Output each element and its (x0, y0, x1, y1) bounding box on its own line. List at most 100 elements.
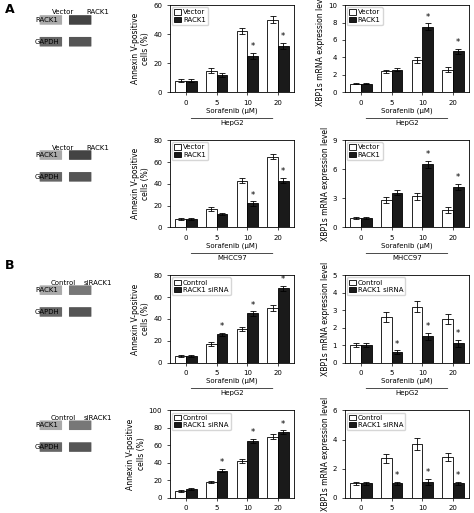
Text: MHCC97: MHCC97 (217, 255, 247, 261)
X-axis label: Sorafenib (μM): Sorafenib (μM) (206, 107, 258, 114)
Text: RACK1: RACK1 (35, 287, 58, 293)
Text: *: * (456, 38, 460, 47)
Bar (247, 56, 258, 92)
Bar (206, 70, 217, 92)
Bar (278, 46, 289, 92)
Y-axis label: Annexin V-positive
cells (%): Annexin V-positive cells (%) (131, 13, 150, 84)
Text: *: * (426, 322, 430, 331)
Bar (422, 27, 433, 92)
Bar (217, 470, 228, 498)
Text: B: B (5, 259, 14, 272)
Text: *: * (281, 275, 285, 284)
Text: siRACK1: siRACK1 (83, 280, 112, 286)
Text: *: * (281, 32, 285, 41)
FancyBboxPatch shape (40, 172, 62, 182)
X-axis label: Sorafenib (μM): Sorafenib (μM) (381, 243, 433, 249)
Bar (267, 437, 278, 498)
Bar (350, 345, 361, 363)
Bar (267, 308, 278, 363)
Bar (237, 329, 247, 363)
FancyBboxPatch shape (40, 37, 62, 47)
Bar (442, 70, 453, 92)
Bar (247, 204, 258, 227)
Bar (186, 489, 197, 498)
Text: GAPDH: GAPDH (35, 444, 60, 450)
FancyBboxPatch shape (40, 442, 62, 452)
X-axis label: Sorafenib (μM): Sorafenib (μM) (381, 378, 433, 384)
Text: *: * (395, 340, 399, 348)
Text: *: * (251, 301, 255, 309)
FancyBboxPatch shape (69, 172, 91, 182)
Text: *: * (456, 329, 460, 338)
Bar (381, 200, 392, 227)
Bar (217, 214, 228, 227)
Bar (247, 313, 258, 363)
Text: GAPDH: GAPDH (35, 39, 60, 45)
Bar (217, 75, 228, 92)
FancyBboxPatch shape (69, 421, 91, 430)
Text: *: * (426, 150, 430, 159)
FancyBboxPatch shape (40, 285, 62, 295)
Bar (267, 156, 278, 227)
Legend: Control, RACK1 siRNA: Control, RACK1 siRNA (347, 412, 405, 430)
Bar (237, 181, 247, 227)
Text: GAPDH: GAPDH (35, 309, 60, 315)
Bar (186, 219, 197, 227)
Bar (247, 441, 258, 498)
Text: siRACK1: siRACK1 (83, 415, 112, 421)
Bar (453, 343, 464, 363)
Bar (361, 345, 372, 363)
Text: Control: Control (51, 280, 76, 286)
Legend: Vector, RACK1: Vector, RACK1 (172, 142, 208, 160)
Text: HepG2: HepG2 (220, 120, 244, 126)
Text: RACK1: RACK1 (35, 422, 58, 428)
Bar (392, 192, 402, 227)
Bar (392, 70, 402, 92)
Bar (422, 165, 433, 227)
Text: HepG2: HepG2 (395, 120, 419, 126)
Y-axis label: XBP1s mRNA expression level: XBP1s mRNA expression level (321, 127, 330, 241)
Bar (442, 210, 453, 227)
Text: *: * (456, 173, 460, 182)
Legend: Vector, RACK1: Vector, RACK1 (347, 142, 383, 160)
Bar (206, 344, 217, 363)
Legend: Control, RACK1 siRNA: Control, RACK1 siRNA (172, 278, 230, 295)
Bar (278, 432, 289, 498)
FancyBboxPatch shape (40, 150, 62, 160)
Bar (453, 483, 464, 498)
Legend: Vector, RACK1: Vector, RACK1 (347, 7, 383, 25)
Text: *: * (251, 43, 255, 51)
Text: HepG2: HepG2 (395, 390, 419, 397)
Bar (411, 60, 422, 92)
Bar (350, 84, 361, 92)
FancyBboxPatch shape (69, 307, 91, 317)
Bar (361, 218, 372, 227)
FancyBboxPatch shape (69, 37, 91, 47)
Text: *: * (426, 13, 430, 22)
Bar (267, 19, 278, 92)
Bar (411, 444, 422, 498)
FancyBboxPatch shape (69, 150, 91, 160)
FancyBboxPatch shape (69, 285, 91, 295)
X-axis label: Sorafenib (μM): Sorafenib (μM) (206, 378, 258, 384)
Bar (175, 356, 186, 363)
FancyBboxPatch shape (40, 307, 62, 317)
Bar (350, 483, 361, 498)
FancyBboxPatch shape (40, 421, 62, 430)
Text: GAPDH: GAPDH (35, 174, 60, 180)
Bar (381, 317, 392, 363)
FancyBboxPatch shape (40, 15, 62, 25)
Legend: Vector, RACK1: Vector, RACK1 (172, 7, 208, 25)
Text: Vector: Vector (52, 9, 74, 15)
Text: *: * (426, 468, 430, 477)
Text: *: * (251, 190, 255, 200)
Text: *: * (220, 322, 224, 331)
Bar (453, 51, 464, 92)
Bar (361, 84, 372, 92)
Bar (422, 482, 433, 498)
Bar (217, 334, 228, 363)
Text: *: * (456, 471, 460, 480)
Text: MHCC97: MHCC97 (392, 255, 422, 261)
Legend: Control, RACK1 siRNA: Control, RACK1 siRNA (347, 278, 405, 295)
Y-axis label: Annexin V-positive
cells (%): Annexin V-positive cells (%) (127, 419, 146, 489)
